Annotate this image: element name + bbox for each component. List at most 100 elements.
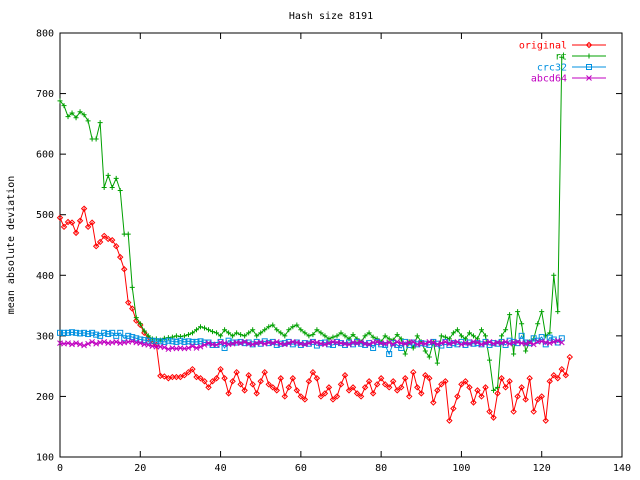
- data-point-original: [72, 229, 80, 237]
- data-point-original: [273, 387, 280, 394]
- data-point-rt: [202, 325, 208, 331]
- data-point-crc32: [558, 335, 565, 342]
- data-point-abcd64: [410, 339, 417, 345]
- data-point-abcd64: [145, 342, 152, 348]
- data-point-original: [542, 417, 549, 424]
- data-point-original: [245, 372, 252, 379]
- axis-ticks: 0 20 40 60 80 100 120 140 100 200 300 400 500 600 700 8…: [36, 29, 631, 475]
- data-point-crc32: [225, 337, 232, 344]
- data-point-original: [233, 368, 240, 376]
- data-point-rt: [286, 327, 292, 333]
- data-point-rt: [133, 315, 139, 321]
- data-point-abcd64: [430, 339, 437, 346]
- data-point-rt: [398, 336, 404, 342]
- x-tick-label: 60: [295, 463, 307, 474]
- data-point-original: [486, 408, 493, 415]
- data-point-rt: [495, 384, 501, 390]
- data-point-original: [108, 236, 116, 244]
- data-point-rt: [458, 333, 464, 339]
- data-point-rt: [410, 345, 416, 351]
- data-point-original: [84, 223, 92, 231]
- data-point-original: [478, 393, 485, 400]
- data-point-crc32: [362, 341, 369, 348]
- data-point-crc32: [93, 331, 100, 338]
- data-point-abcd64: [229, 340, 236, 347]
- data-point-rt: [282, 333, 288, 339]
- data-point-rt: [322, 333, 328, 339]
- data-point-original: [506, 378, 513, 385]
- data-point-rt: [450, 330, 456, 336]
- data-point-original: [438, 381, 445, 388]
- data-point-original: [518, 384, 525, 391]
- data-point-crc32: [85, 331, 92, 338]
- data-point-rt: [342, 333, 348, 339]
- legend-marker-abcd64: [586, 75, 592, 81]
- data-point-abcd64: [285, 340, 292, 346]
- data-point-abcd64: [422, 340, 429, 347]
- data-point-original: [333, 393, 341, 400]
- data-point-original: [526, 375, 533, 382]
- data-point-rt: [234, 330, 240, 336]
- data-point-original: [534, 396, 541, 403]
- data-point-abcd64: [474, 339, 481, 346]
- data-point-rt: [226, 330, 232, 336]
- data-point-crc32: [165, 337, 172, 344]
- data-point-crc32: [125, 332, 132, 339]
- legend-label-crc32: crc32: [537, 63, 567, 74]
- data-point-crc32: [386, 351, 393, 358]
- data-point-rt: [539, 309, 545, 315]
- data-point-abcd64: [273, 339, 280, 345]
- y-tick-label: 100: [36, 453, 54, 464]
- data-point-abcd64: [366, 341, 372, 348]
- data-point-original: [253, 390, 260, 397]
- data-point-rt: [454, 327, 460, 333]
- data-point-crc32: [57, 329, 63, 336]
- data-point-rt: [483, 333, 489, 339]
- data-point-rt: [173, 333, 179, 339]
- data-point-original: [141, 329, 148, 337]
- data-point-abcd64: [522, 340, 529, 347]
- data-point-rt: [137, 321, 143, 327]
- data-point-original: [530, 408, 537, 415]
- data-point-abcd64: [73, 340, 79, 346]
- data-point-crc32: [69, 329, 76, 336]
- data-point-rt: [246, 330, 252, 336]
- data-point-abcd64: [241, 339, 248, 345]
- data-point-rt: [499, 333, 505, 339]
- data-point-rt: [302, 330, 308, 336]
- data-point-rt: [414, 333, 420, 339]
- data-point-original: [410, 368, 417, 376]
- data-point-crc32: [109, 329, 116, 336]
- data-point-rt: [434, 360, 440, 366]
- data-point-original: [450, 405, 457, 412]
- data-point-rt: [338, 330, 344, 336]
- data-point-rt: [165, 335, 171, 341]
- data-point-crc32: [133, 335, 140, 342]
- data-point-rt: [117, 187, 123, 193]
- data-point-abcd64: [65, 340, 71, 346]
- data-point-crc32: [538, 334, 545, 341]
- data-point-abcd64: [526, 339, 533, 346]
- data-point-crc32: [137, 336, 144, 343]
- data-point-original: [522, 396, 529, 403]
- data-point-original: [261, 368, 268, 376]
- data-point-abcd64: [498, 340, 505, 346]
- data-point-crc32: [149, 337, 156, 344]
- data-point-original: [189, 365, 196, 373]
- data-point-original: [418, 390, 425, 397]
- data-point-crc32: [105, 331, 112, 338]
- data-point-rt: [334, 333, 340, 339]
- data-point-rt: [294, 322, 300, 328]
- data-point-original: [309, 368, 317, 376]
- data-point-abcd64: [261, 340, 268, 347]
- data-point-original: [474, 387, 481, 394]
- data-point-crc32: [370, 344, 377, 351]
- series-line-rt: [59, 57, 563, 392]
- data-point-original: [494, 390, 501, 397]
- data-point-original: [446, 417, 453, 424]
- data-point-original: [64, 218, 72, 226]
- data-point-rt: [326, 336, 332, 342]
- data-point-original: [229, 378, 236, 385]
- data-point-rt: [242, 333, 248, 339]
- data-point-abcd64: [554, 337, 561, 344]
